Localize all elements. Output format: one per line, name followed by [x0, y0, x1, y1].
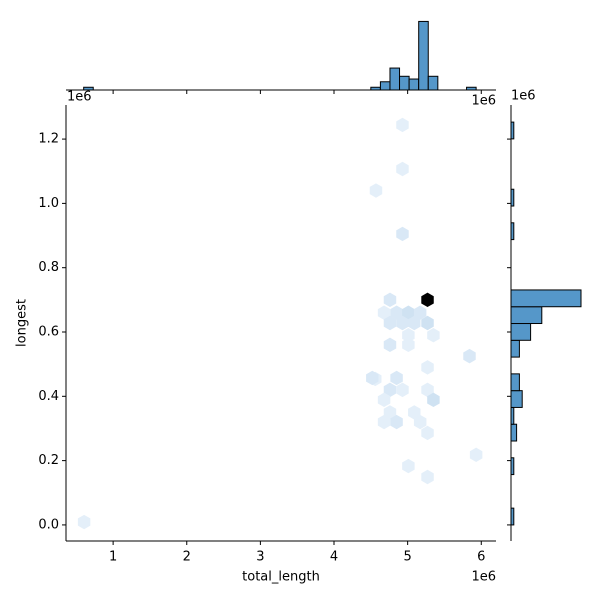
histogram-bar [510, 289, 582, 308]
x-tick-label: 1 [109, 550, 117, 565]
hexbin-cell [413, 414, 427, 430]
histogram-bar [510, 373, 520, 392]
y-tick-label: 0.6 [38, 325, 59, 340]
hexbin-cell [408, 405, 421, 420]
hexbin-cell [427, 328, 440, 343]
hexbin-cell [402, 458, 415, 474]
y-tick-label: 1.2 [38, 132, 59, 147]
x-tick-label: 2 [183, 550, 191, 565]
y-offset-label: 1e6 [511, 89, 536, 104]
y-tick-label: 0.8 [38, 260, 59, 275]
histogram-bar [510, 423, 518, 442]
hexbin-cell [383, 337, 397, 353]
y-tick-label: 0.2 [38, 453, 59, 468]
hexbin-cell [390, 370, 403, 386]
x-offset-label: 1e6 [471, 94, 496, 109]
histogram-bar [510, 306, 543, 325]
hexbin-cell [383, 292, 397, 308]
hexbin-cell [427, 392, 440, 408]
histogram-bar [510, 323, 532, 341]
hexbin-cell [421, 315, 434, 331]
y-tick-label: 1.0 [38, 196, 59, 211]
hexbin-cell [463, 348, 476, 364]
hexbin-cell [383, 382, 397, 398]
hexbin-cell [377, 414, 391, 430]
hexbin-cell [377, 392, 391, 408]
hexbin-cell [402, 337, 415, 353]
hexbin-cell [383, 405, 397, 420]
hexbin-cell [366, 370, 379, 386]
hexbin-cell [396, 382, 409, 398]
histogram-bar [418, 20, 429, 91]
hexbin-cell [77, 514, 91, 530]
histogram-bar [510, 390, 523, 408]
x-tick-label: 6 [477, 550, 485, 565]
y-tick-label: 0.0 [38, 517, 59, 532]
hexbin-cell [402, 305, 415, 320]
y-offset-label: 1e6 [67, 90, 92, 105]
histogram-bar [510, 339, 520, 358]
hexbin-cell [396, 315, 409, 331]
x-tick-label: 3 [256, 550, 264, 565]
histogram-bar [379, 81, 391, 91]
hexbin-cell [421, 469, 434, 485]
hexbin-cell [390, 414, 403, 430]
histogram-bar [399, 75, 410, 91]
hexbin-cell [421, 425, 434, 441]
hexbin-cell [396, 226, 409, 242]
hexbin-cell [421, 292, 434, 308]
hexbin-cell [469, 447, 483, 463]
x-offset-label: 1e6 [471, 570, 496, 585]
hexbin-cell [402, 328, 415, 343]
hexbin-cell [390, 305, 403, 320]
hexbin-cell [396, 117, 409, 133]
hexbin-cell [421, 360, 434, 375]
x-axis-label: total_length [242, 570, 320, 585]
hexbin-cell [377, 305, 391, 320]
hexbin-cell [408, 315, 421, 331]
histogram-bar [427, 75, 439, 91]
x-tick-label: 5 [404, 550, 412, 565]
hexbin-cell [421, 382, 434, 398]
hexbin-cell [383, 315, 397, 331]
hexbin-cell [413, 305, 427, 320]
y-tick-label: 0.4 [38, 389, 59, 404]
x-tick-label: 4 [330, 550, 338, 565]
hexbin-cell [369, 183, 383, 198]
histogram-bar [389, 67, 401, 91]
hexbin-cell [396, 161, 409, 177]
y-axis-label: longest [15, 299, 30, 347]
histogram-bar [408, 78, 420, 91]
